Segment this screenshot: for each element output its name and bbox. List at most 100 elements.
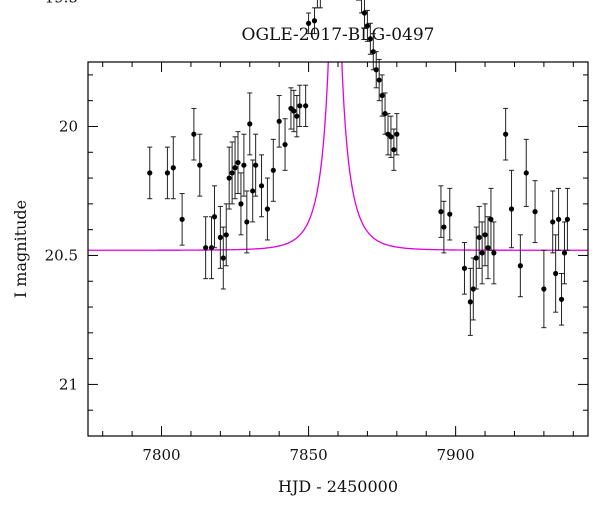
data-point — [264, 177, 271, 241]
point-marker — [164, 170, 171, 176]
data-point — [517, 234, 523, 298]
data-point — [147, 146, 153, 200]
data-point — [226, 146, 232, 210]
data-point — [235, 131, 241, 195]
point-marker — [473, 255, 479, 261]
point-marker — [485, 245, 491, 251]
y-tick-label: 20 — [59, 117, 78, 135]
data-point — [203, 216, 209, 280]
point-marker — [467, 299, 473, 305]
data-point — [561, 221, 568, 285]
data-point — [388, 115, 394, 158]
point-marker — [247, 121, 253, 127]
data-point — [555, 187, 562, 251]
point-marker — [211, 214, 218, 220]
data-point — [303, 84, 309, 127]
point-marker — [564, 216, 571, 222]
point-marker — [235, 159, 241, 166]
data-point — [476, 205, 482, 269]
point-marker — [226, 175, 232, 181]
point-marker — [561, 250, 568, 256]
data-point — [311, 7, 318, 35]
point-marker — [244, 219, 250, 225]
data-point — [297, 84, 303, 127]
point-marker — [508, 206, 515, 212]
point-marker — [488, 216, 494, 222]
data-point — [282, 118, 288, 171]
data-point — [247, 92, 253, 156]
point-marker — [555, 216, 562, 222]
data-point — [223, 203, 229, 267]
data-point — [241, 133, 247, 197]
point-marker — [250, 188, 256, 194]
data-point — [258, 154, 265, 218]
data-point — [170, 136, 176, 200]
data-point — [164, 146, 171, 200]
data-point — [467, 267, 473, 336]
point-marker — [461, 265, 468, 271]
point-marker — [388, 134, 394, 140]
point-marker — [223, 232, 229, 238]
data-point — [314, 0, 320, 9]
point-marker — [208, 245, 215, 251]
point-marker — [523, 170, 529, 176]
point-marker — [303, 103, 309, 109]
data-point — [229, 141, 235, 205]
data-point — [553, 234, 559, 313]
point-marker — [229, 170, 235, 176]
point-marker — [258, 183, 265, 189]
point-marker — [438, 209, 444, 215]
point-marker — [441, 224, 447, 230]
data-point — [217, 205, 223, 269]
data-point — [179, 193, 185, 246]
point-marker — [541, 286, 547, 292]
data-point — [438, 185, 444, 238]
point-marker — [361, 10, 368, 16]
point-marker — [294, 113, 300, 119]
data-point — [197, 133, 203, 197]
y-tick-label: 21 — [59, 375, 78, 393]
data-point — [379, 74, 385, 117]
point-marker — [532, 209, 538, 215]
point-marker — [241, 162, 247, 168]
x-tick-label: 7800 — [142, 446, 180, 464]
data-point — [385, 113, 391, 156]
point-marker — [376, 77, 382, 83]
point-marker — [503, 131, 509, 137]
point-marker — [479, 250, 485, 256]
data-point — [479, 221, 485, 285]
point-marker — [373, 67, 379, 73]
point-marker — [179, 216, 185, 222]
point-marker — [305, 20, 312, 26]
point-marker — [217, 234, 223, 240]
point-marker — [517, 263, 523, 269]
data-point — [270, 138, 276, 202]
data-point — [470, 257, 476, 321]
point-marker — [447, 211, 453, 217]
data-point — [558, 273, 565, 326]
point-marker — [264, 206, 271, 212]
data-point — [208, 216, 215, 280]
point-marker — [364, 23, 371, 29]
point-marker — [297, 103, 303, 109]
data-point — [508, 169, 515, 249]
data-point — [373, 51, 379, 89]
x-tick-label: 7850 — [289, 446, 327, 464]
point-marker — [482, 232, 488, 238]
point-marker — [379, 92, 385, 99]
data-point — [317, 0, 323, 9]
data-point — [305, 12, 312, 35]
point-marker — [197, 162, 203, 168]
data-point — [564, 187, 571, 251]
point-marker — [553, 270, 559, 277]
point-marker — [391, 147, 397, 153]
data-point — [488, 187, 494, 251]
point-marker — [311, 18, 318, 24]
plot-frame — [87, 61, 589, 437]
data-point — [367, 22, 373, 55]
point-marker — [253, 162, 259, 168]
data-point — [532, 180, 538, 244]
data-point — [291, 89, 297, 133]
point-marker — [270, 167, 276, 173]
data-point — [288, 87, 294, 130]
